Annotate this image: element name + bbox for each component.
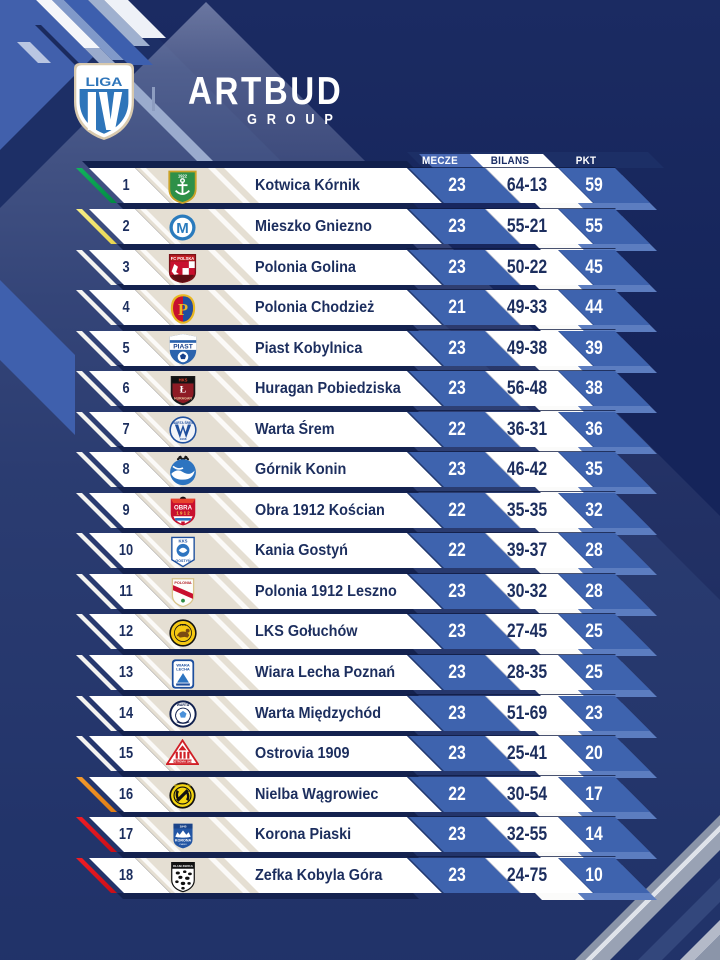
svg-text:KKS: KKS	[178, 538, 187, 543]
svg-text:HKS: HKS	[178, 377, 187, 382]
svg-text:1 9 1 2: 1 9 1 2	[176, 511, 190, 516]
svg-text:MKS NIELBA: MKS NIELBA	[174, 783, 191, 787]
svg-text:FC POLSKA: FC POLSKA	[171, 255, 195, 260]
svg-text:POLONIA: POLONIA	[174, 581, 192, 585]
svg-text:1908: 1908	[179, 437, 186, 441]
svg-text:HURAGAN: HURAGAN	[174, 396, 192, 400]
svg-text:LIGA: LIGA	[86, 77, 123, 89]
svg-text:WARTA ŚREM: WARTA ŚREM	[172, 420, 194, 425]
svg-text:M: M	[176, 220, 189, 237]
svg-text:Ł: Ł	[179, 384, 185, 395]
svg-text:P: P	[177, 300, 187, 319]
svg-text:PIASKI: PIASKI	[179, 843, 186, 846]
svg-text:LECHA: LECHA	[176, 666, 190, 671]
svg-text:KORONA: KORONA	[174, 839, 191, 843]
svg-text:WARTA: WARTA	[176, 703, 189, 707]
svg-text:KLUB ZEFKA: KLUB ZEFKA	[173, 864, 194, 868]
svg-text:GOSTYŃ: GOSTYŃ	[175, 558, 191, 563]
svg-text:LKS: LKS	[179, 623, 185, 627]
svg-text:OSTROVIA 1909: OSTROVIA 1909	[173, 759, 193, 763]
svg-text:1945: 1945	[179, 825, 186, 829]
svg-text:OBRA: OBRA	[174, 505, 193, 512]
svg-text:WIARA: WIARA	[176, 662, 189, 667]
svg-text:PIAST: PIAST	[173, 344, 192, 351]
svg-text:1922: 1922	[178, 173, 188, 178]
